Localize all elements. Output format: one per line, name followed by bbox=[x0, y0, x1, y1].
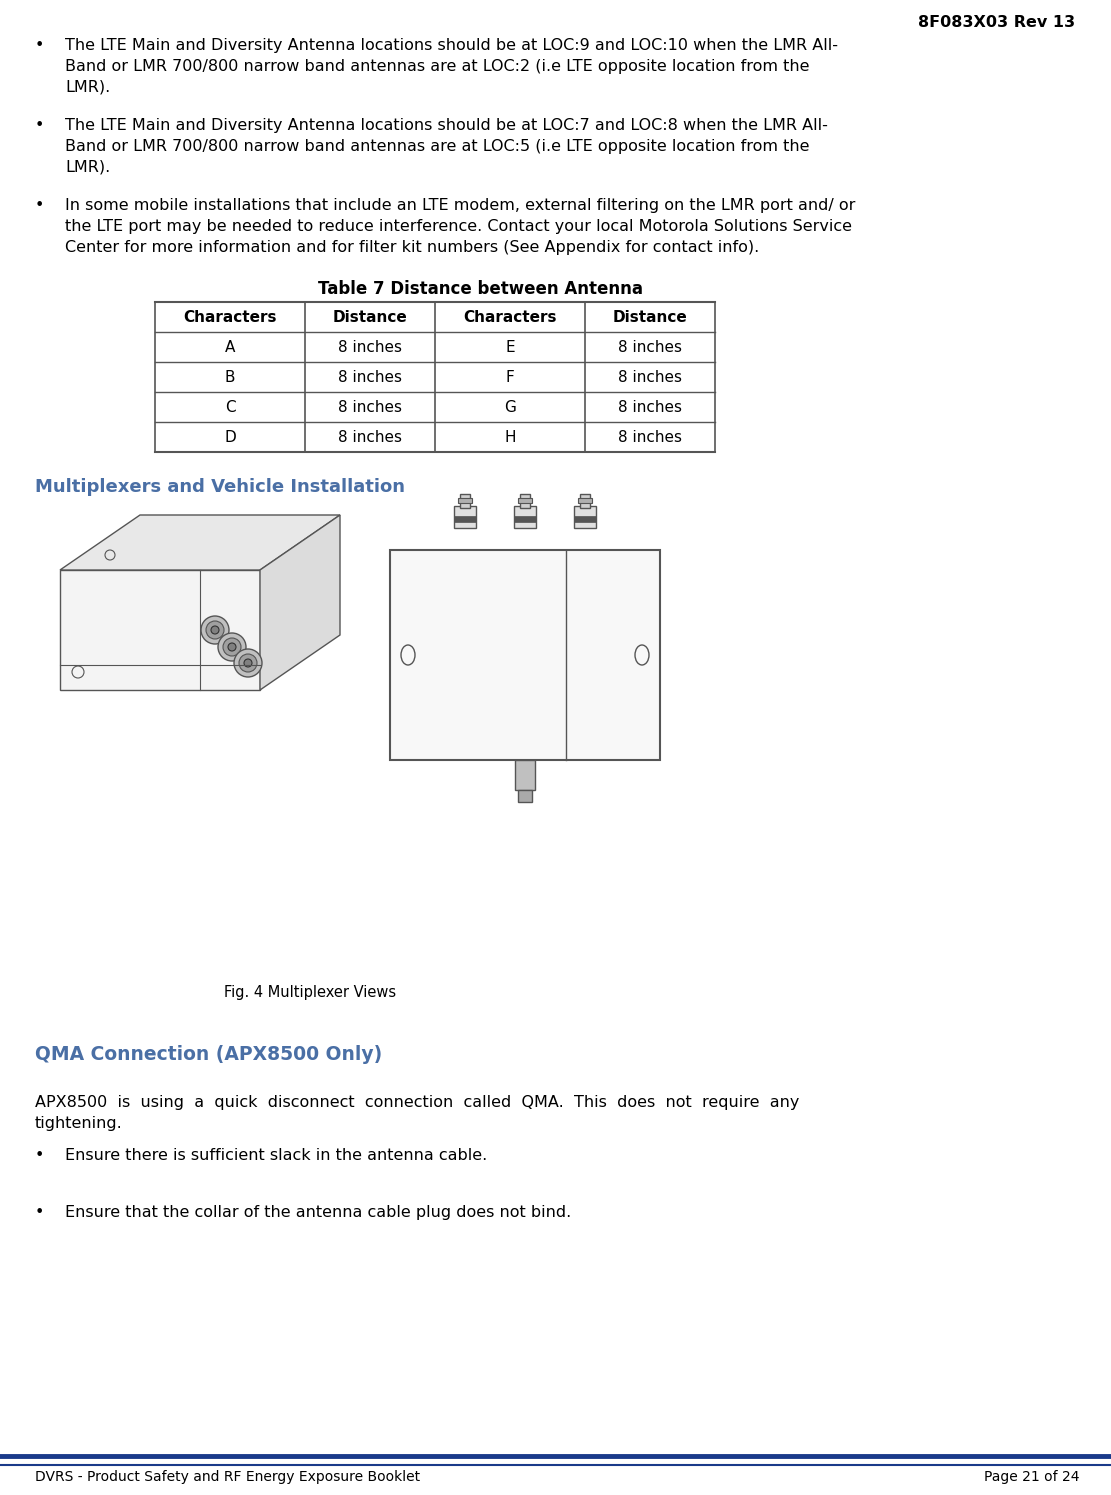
Text: 8 inches: 8 inches bbox=[618, 339, 682, 354]
Text: The LTE Main and Diversity Antenna locations should be at LOC:7 and LOC:8 when t: The LTE Main and Diversity Antenna locat… bbox=[66, 118, 828, 133]
Text: C: C bbox=[224, 399, 236, 414]
Bar bbox=[390, 550, 660, 759]
Circle shape bbox=[201, 616, 229, 644]
Text: 8 inches: 8 inches bbox=[338, 399, 402, 414]
Text: Fig. 4 Multiplexer Views: Fig. 4 Multiplexer Views bbox=[224, 985, 396, 1000]
Text: The LTE Main and Diversity Antenna locations should be at LOC:9 and LOC:10 when : The LTE Main and Diversity Antenna locat… bbox=[66, 37, 838, 52]
Bar bbox=[460, 493, 470, 508]
Text: •: • bbox=[36, 1148, 44, 1163]
Text: •: • bbox=[36, 118, 44, 133]
Text: Band or LMR 700/800 narrow band antennas are at LOC:5 (i.e LTE opposite location: Band or LMR 700/800 narrow band antennas… bbox=[66, 139, 810, 154]
Text: 8 inches: 8 inches bbox=[618, 399, 682, 414]
Bar bbox=[518, 498, 532, 502]
Bar bbox=[454, 516, 476, 522]
Circle shape bbox=[223, 638, 241, 656]
Bar bbox=[514, 505, 536, 528]
Text: 8F083X03 Rev 13: 8F083X03 Rev 13 bbox=[918, 15, 1075, 30]
Text: •: • bbox=[36, 197, 44, 212]
Text: 8 inches: 8 inches bbox=[338, 429, 402, 444]
Text: •: • bbox=[36, 37, 44, 52]
Text: D: D bbox=[224, 429, 236, 444]
Text: In some mobile installations that include an LTE modem, external filtering on th: In some mobile installations that includ… bbox=[66, 197, 855, 212]
Text: Ensure that the collar of the antenna cable plug does not bind.: Ensure that the collar of the antenna ca… bbox=[66, 1205, 571, 1220]
Circle shape bbox=[211, 626, 219, 634]
Bar bbox=[520, 493, 530, 508]
Text: 8 inches: 8 inches bbox=[618, 429, 682, 444]
Text: LMR).: LMR). bbox=[66, 160, 110, 175]
Polygon shape bbox=[60, 514, 340, 570]
Circle shape bbox=[239, 653, 257, 671]
Text: G: G bbox=[504, 399, 516, 414]
Text: APX8500  is  using  a  quick  disconnect  connection  called  QMA.  This  does  : APX8500 is using a quick disconnect conn… bbox=[36, 1094, 800, 1109]
Text: 8 inches: 8 inches bbox=[618, 369, 682, 384]
Text: Characters: Characters bbox=[183, 309, 277, 324]
Bar bbox=[574, 505, 595, 528]
Circle shape bbox=[228, 643, 236, 650]
Text: Center for more information and for filter kit numbers (See Appendix for contact: Center for more information and for filt… bbox=[66, 241, 759, 256]
Text: E: E bbox=[506, 339, 514, 354]
Text: Ensure there is sufficient slack in the antenna cable.: Ensure there is sufficient slack in the … bbox=[66, 1148, 488, 1163]
Bar bbox=[514, 516, 536, 522]
Text: DVRS - Product Safety and RF Energy Exposure Booklet: DVRS - Product Safety and RF Energy Expo… bbox=[36, 1470, 420, 1485]
Text: QMA Connection (APX8500 Only): QMA Connection (APX8500 Only) bbox=[36, 1045, 382, 1064]
Text: Band or LMR 700/800 narrow band antennas are at LOC:2 (i.e LTE opposite location: Band or LMR 700/800 narrow band antennas… bbox=[66, 58, 810, 73]
Bar bbox=[574, 516, 595, 522]
Text: •: • bbox=[36, 1205, 44, 1220]
Circle shape bbox=[218, 632, 246, 661]
Polygon shape bbox=[60, 570, 260, 691]
Bar bbox=[518, 789, 532, 801]
Circle shape bbox=[234, 649, 262, 677]
Bar bbox=[458, 498, 472, 502]
Text: A: A bbox=[224, 339, 236, 354]
Text: Distance: Distance bbox=[612, 309, 688, 324]
Bar bbox=[578, 498, 592, 502]
Text: 8 inches: 8 inches bbox=[338, 339, 402, 354]
Bar bbox=[580, 493, 590, 508]
Bar bbox=[516, 759, 536, 789]
Text: the LTE port may be needed to reduce interference. Contact your local Motorola S: the LTE port may be needed to reduce int… bbox=[66, 218, 852, 235]
Circle shape bbox=[244, 659, 252, 667]
Text: tightening.: tightening. bbox=[36, 1115, 122, 1132]
Text: H: H bbox=[504, 429, 516, 444]
Text: Distance: Distance bbox=[332, 309, 408, 324]
Polygon shape bbox=[260, 514, 340, 691]
Text: Page 21 of 24: Page 21 of 24 bbox=[984, 1470, 1080, 1485]
Text: Characters: Characters bbox=[463, 309, 557, 324]
Text: F: F bbox=[506, 369, 514, 384]
Text: 8 inches: 8 inches bbox=[338, 369, 402, 384]
Text: Table 7 Distance between Antenna: Table 7 Distance between Antenna bbox=[318, 280, 642, 298]
Bar bbox=[454, 505, 476, 528]
Text: Multiplexers and Vehicle Installation: Multiplexers and Vehicle Installation bbox=[36, 478, 406, 496]
Text: LMR).: LMR). bbox=[66, 81, 110, 96]
Text: B: B bbox=[224, 369, 236, 384]
Circle shape bbox=[206, 620, 224, 638]
